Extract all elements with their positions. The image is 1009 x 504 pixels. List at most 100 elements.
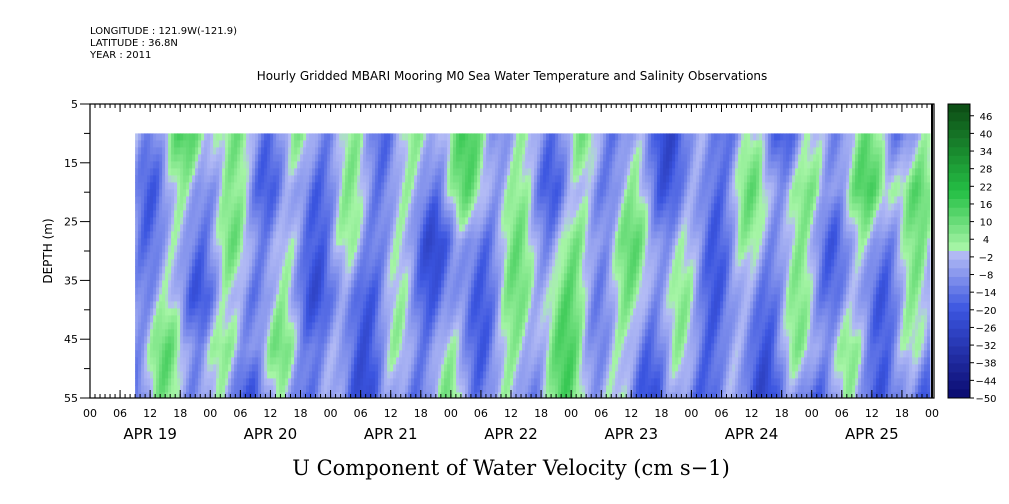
heatmap-cell (390, 217, 394, 225)
heatmap-cell (285, 203, 289, 211)
heatmap-cell (279, 350, 283, 358)
heatmap-cell (507, 210, 511, 218)
heatmap-cell (138, 238, 142, 246)
heatmap-cell (522, 182, 526, 190)
heatmap-cell (225, 245, 229, 253)
heatmap-cell (486, 259, 490, 267)
heatmap-cell (411, 133, 415, 141)
heatmap-cell (204, 147, 208, 155)
heatmap-cell (309, 217, 313, 225)
heatmap-cell (207, 322, 211, 330)
heatmap-cell (285, 196, 289, 204)
heatmap-cell (183, 273, 187, 281)
heatmap-cell (513, 210, 517, 218)
heatmap-cell (216, 280, 220, 288)
heatmap-cell (183, 294, 187, 302)
heatmap-cell (354, 350, 358, 358)
heatmap-cell (282, 196, 286, 204)
heatmap-cell (300, 385, 304, 393)
heatmap-cell (141, 336, 145, 344)
heatmap-cell (207, 161, 211, 169)
heatmap-cell (519, 245, 523, 253)
heatmap-cell (462, 301, 466, 309)
heatmap-cell (195, 245, 199, 253)
heatmap-cell (519, 343, 523, 351)
heatmap-cell (333, 266, 337, 274)
heatmap-cell (324, 224, 328, 232)
heatmap-cell (327, 287, 331, 295)
heatmap-cell (195, 252, 199, 260)
heatmap-cell (309, 238, 313, 246)
heatmap-cell (240, 378, 244, 386)
heatmap-cell (351, 343, 355, 351)
heatmap-cell (453, 252, 457, 260)
heatmap-cell (318, 294, 322, 302)
heatmap-cell (201, 203, 205, 211)
heatmap-cell (447, 154, 451, 162)
heatmap-cell (351, 224, 355, 232)
heatmap-cell (510, 336, 514, 344)
heatmap-cell (285, 371, 289, 379)
heatmap-cell (405, 140, 409, 148)
heatmap-cell (159, 329, 163, 337)
heatmap-cell (192, 357, 196, 365)
heatmap-cell (279, 154, 283, 162)
heatmap-cell (480, 196, 484, 204)
heatmap-cell (264, 196, 268, 204)
heatmap-cell (258, 371, 262, 379)
heatmap-cell (417, 203, 421, 211)
heatmap-cell (318, 350, 322, 358)
heatmap-cell (174, 217, 178, 225)
heatmap-cell (483, 287, 487, 295)
heatmap-cell (318, 371, 322, 379)
heatmap-cell (459, 301, 463, 309)
heatmap-cell (486, 308, 490, 316)
heatmap-cell (408, 175, 412, 183)
heatmap-cell (267, 161, 271, 169)
heatmap-cell (270, 161, 274, 169)
heatmap-cell (522, 301, 526, 309)
heatmap-cell (396, 392, 400, 398)
heatmap-cell (156, 217, 160, 225)
heatmap-cell (195, 217, 199, 225)
heatmap-cell (333, 147, 337, 155)
heatmap-cell (246, 371, 250, 379)
heatmap-cell (333, 322, 337, 330)
heatmap-cell (147, 182, 151, 190)
heatmap-cell (342, 154, 346, 162)
heatmap-cell (342, 315, 346, 323)
heatmap-cell (366, 259, 370, 267)
heatmap-cell (300, 133, 304, 141)
heatmap-cell (312, 287, 316, 295)
heatmap-cell (459, 385, 463, 393)
heatmap-cell (159, 266, 163, 274)
heatmap-cell (504, 280, 508, 288)
heatmap-cell (468, 364, 472, 372)
heatmap-cell (510, 175, 514, 183)
heatmap-cell (525, 161, 529, 169)
heatmap-cell (519, 364, 523, 372)
heatmap-cell (420, 350, 424, 358)
heatmap-cell (195, 378, 199, 386)
heatmap-cell (135, 210, 139, 218)
heatmap-cell (273, 294, 277, 302)
heatmap-cell (261, 371, 265, 379)
heatmap-cell (243, 168, 247, 176)
heatmap-cell (210, 175, 214, 183)
heatmap-cell (312, 140, 316, 148)
heatmap-cell (183, 329, 187, 337)
heatmap-cell (480, 364, 484, 372)
heatmap-cell (225, 350, 229, 358)
heatmap-cell (321, 168, 325, 176)
heatmap-cell (471, 252, 475, 260)
heatmap-cell (327, 301, 331, 309)
heatmap-cell (141, 140, 145, 148)
heatmap-cell (228, 154, 232, 162)
heatmap-cell (351, 364, 355, 372)
heatmap-cell (168, 364, 172, 372)
heatmap-cell (504, 294, 508, 302)
heatmap-cell (471, 168, 475, 176)
heatmap-cell (291, 378, 295, 386)
heatmap-cell (348, 231, 352, 239)
heatmap-cell (402, 343, 406, 351)
